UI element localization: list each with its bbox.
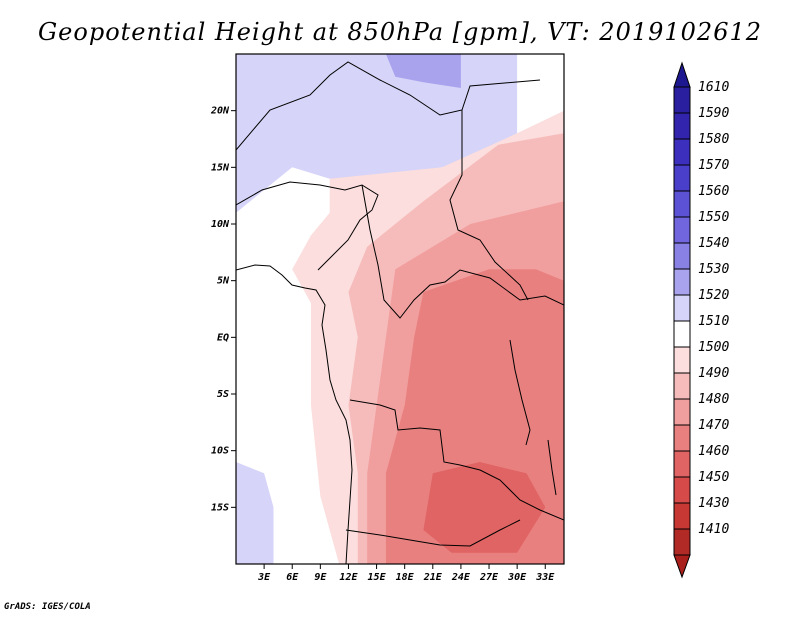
colorbar-label: 1610 — [698, 80, 729, 95]
y-tick-label: EQ — [217, 332, 229, 343]
y-tick-label: 5S — [217, 389, 229, 400]
colorbar-swatch-1490 — [673, 372, 691, 400]
contour-region-1520-2 — [236, 462, 274, 564]
y-tick-label: 5N — [217, 276, 230, 287]
colorbar-label: 1590 — [698, 106, 729, 121]
colorbar-label: 1500 — [698, 340, 729, 355]
border-congo — [349, 399, 564, 521]
colorbar-label: 1560 — [698, 184, 729, 199]
colorbar-swatch-1480 — [673, 398, 691, 426]
colorbar-top-arrow — [673, 61, 691, 88]
colorbar-swatch-1430 — [673, 502, 691, 530]
lake-tanganyika — [509, 339, 531, 446]
colorbar-swatch-1570 — [673, 164, 691, 192]
colorbar-label: 1490 — [698, 366, 729, 381]
contour-region-1510-3 — [236, 246, 311, 462]
colorbar-swatch-1460 — [673, 450, 691, 478]
lake-malawi — [547, 439, 557, 496]
colorbar-swatch-1610 — [673, 86, 691, 114]
colorbar-swatch-1450 — [673, 476, 691, 504]
colorbar-swatch-1470 — [673, 424, 691, 452]
colorbar-swatch-1540 — [673, 242, 691, 270]
y-tick-label: 10N — [211, 219, 230, 230]
y-axis: 20N 15N 10N 5N EQ 5S 10S 15S — [210, 106, 236, 513]
colorbar-label: 1460 — [698, 444, 729, 459]
chart-title: Geopotential Height at 850hPa [gpm], VT:… — [38, 18, 762, 46]
x-tick-label: 3E — [257, 572, 271, 583]
x-tick-label: 9E — [314, 572, 327, 583]
y-tick-label: 15S — [211, 502, 229, 513]
x-tick-label: 21E — [423, 572, 443, 583]
contour-region-1520-0 — [236, 54, 518, 213]
colorbar-label: 1480 — [698, 392, 729, 407]
x-tick-label: 30E — [507, 572, 527, 583]
x-tick-label: 15E — [368, 572, 387, 583]
colorbar-label: 1580 — [698, 132, 729, 147]
colorbar-label: 1540 — [698, 236, 729, 251]
colorbar-swatch-1410 — [673, 528, 691, 556]
x-tick-label: 33E — [535, 572, 555, 583]
y-tick-label: 20N — [210, 106, 230, 117]
colorbar-label: 1550 — [698, 210, 729, 225]
colorbar-swatch-1580 — [673, 138, 691, 166]
plot-frame — [235, 53, 565, 565]
colorbar-swatch-1530 — [673, 268, 691, 296]
x-tick-label: 27E — [479, 572, 499, 583]
colorbar-label: 1410 — [698, 522, 729, 537]
grads-credit: GrADS: IGES/COLA — [4, 602, 91, 612]
x-tick-label: 12E — [339, 572, 358, 583]
coastline-west — [236, 264, 353, 564]
border-southern — [345, 519, 521, 547]
coastlines-borders — [236, 61, 564, 564]
border-east — [449, 110, 529, 301]
colorbar-label: 1570 — [698, 158, 729, 173]
colorbar: 1610 1590 1580 1570 1560 1550 1540 1530 1520 1510… — [673, 61, 729, 579]
x-tick-label: 6E — [286, 572, 299, 583]
colorbar-label: 1470 — [698, 418, 729, 433]
colorbar-swatch-1500 — [673, 346, 691, 374]
x-tick-label: 24E — [451, 572, 471, 583]
colorbar-swatch-1520 — [673, 294, 691, 322]
colorbar-swatch-1550 — [673, 216, 691, 244]
contour-region-1460-8 — [423, 462, 546, 553]
y-tick-label: 10S — [211, 446, 229, 457]
colorbar-label: 1520 — [698, 288, 729, 303]
colorbar-label: 1430 — [698, 496, 729, 511]
colorbar-swatch-1510 — [673, 320, 691, 348]
colorbar-label: 1450 — [698, 470, 729, 485]
colorbar-bottom-arrow — [673, 554, 691, 579]
colorbar-label: 1510 — [698, 314, 729, 329]
border-central — [361, 184, 564, 319]
contour-region-1530-1 — [385, 54, 461, 88]
x-axis: 3E 6E 9E 12E 15E 18E 21E 24E 27E 30E 33E — [257, 564, 555, 583]
colorbar-swatch-1590 — [673, 112, 691, 140]
colorbar-label: 1530 — [698, 262, 729, 277]
border-sahel — [236, 181, 379, 271]
border-north — [236, 61, 541, 151]
colorbar-swatch-1560 — [673, 190, 691, 218]
x-tick-label: 18E — [396, 572, 415, 583]
height-field — [236, 54, 564, 564]
y-tick-label: 15N — [211, 162, 230, 173]
